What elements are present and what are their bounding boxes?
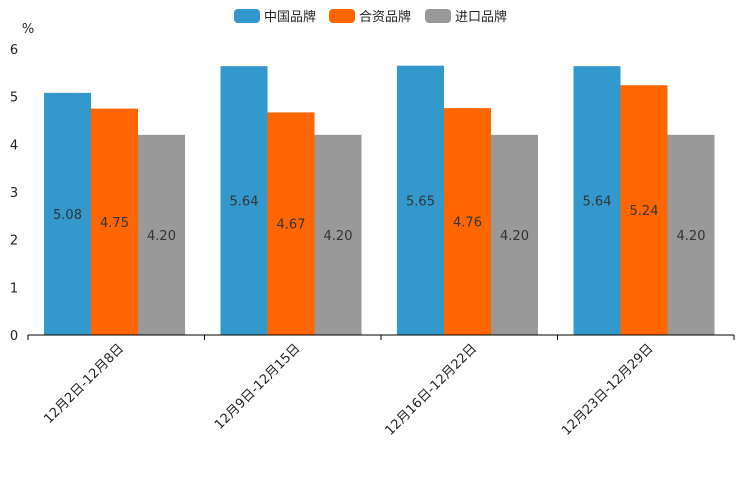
x-axis: 12月2日-12月8日 12月9日-12月15日 12月16日-12月22日 12月2… xyxy=(27,334,735,439)
y-tick-label: 3 xyxy=(10,186,18,201)
bar-1-2 xyxy=(220,66,268,335)
category-label: 12月2日-12月8日 xyxy=(41,341,127,427)
y-tick-label: 4 xyxy=(10,138,18,153)
bar-2-3 xyxy=(444,108,491,336)
y-tick-label: 1 xyxy=(10,281,18,296)
bar-2-1 xyxy=(91,108,138,335)
data-label: 4.67 xyxy=(277,218,306,233)
legend-label: 进口品牌 xyxy=(455,9,507,25)
legend-swatch xyxy=(234,9,260,23)
bar-3-3 xyxy=(491,134,538,335)
legend-label: 合资品牌 xyxy=(359,9,411,25)
data-label: 4.20 xyxy=(324,229,353,244)
y-tick-label: 6 xyxy=(10,43,18,58)
bar-1-3 xyxy=(397,65,444,335)
bar-2-2 xyxy=(267,112,315,335)
data-label: 4.20 xyxy=(500,229,529,244)
data-label: 5.64 xyxy=(230,195,259,210)
bars: 5.08 5.64 5.65 5.64 4.75 4.67 4.76 5.24 4.20 4.20… xyxy=(44,65,715,336)
y-axis-unit-label: % xyxy=(22,22,34,37)
y-tick-label: 5 xyxy=(10,91,18,106)
bar-3-4 xyxy=(667,134,715,335)
legend-swatch xyxy=(425,9,451,23)
y-tick-label: 2 xyxy=(10,234,18,249)
category-label: 12月23日-12月29日 xyxy=(559,341,656,438)
data-label: 4.76 xyxy=(453,216,482,231)
legend-swatch xyxy=(329,9,355,23)
data-label: 4.20 xyxy=(677,229,706,244)
data-label: 5.24 xyxy=(630,204,659,219)
data-label: 5.08 xyxy=(53,208,82,223)
bar-3-1 xyxy=(138,134,185,335)
legend: 中国品牌 合资品牌 进口品牌 xyxy=(234,9,507,25)
bar-1-1 xyxy=(44,92,91,335)
y-tick-label: 0 xyxy=(10,329,18,344)
legend-label: 中国品牌 xyxy=(264,9,316,25)
data-label: 4.75 xyxy=(100,216,129,231)
data-label: 5.64 xyxy=(583,195,612,210)
bar-2-4 xyxy=(620,85,668,335)
category-label: 12月16日-12月22日 xyxy=(383,341,480,438)
data-label: 5.65 xyxy=(406,194,435,209)
bar-3-2 xyxy=(314,134,362,335)
bar-1-4 xyxy=(573,66,621,335)
y-axis: 0 1 2 3 4 5 6 xyxy=(10,43,18,344)
data-label: 4.20 xyxy=(147,229,176,244)
category-label: 12月9日-12月15日 xyxy=(212,341,304,433)
